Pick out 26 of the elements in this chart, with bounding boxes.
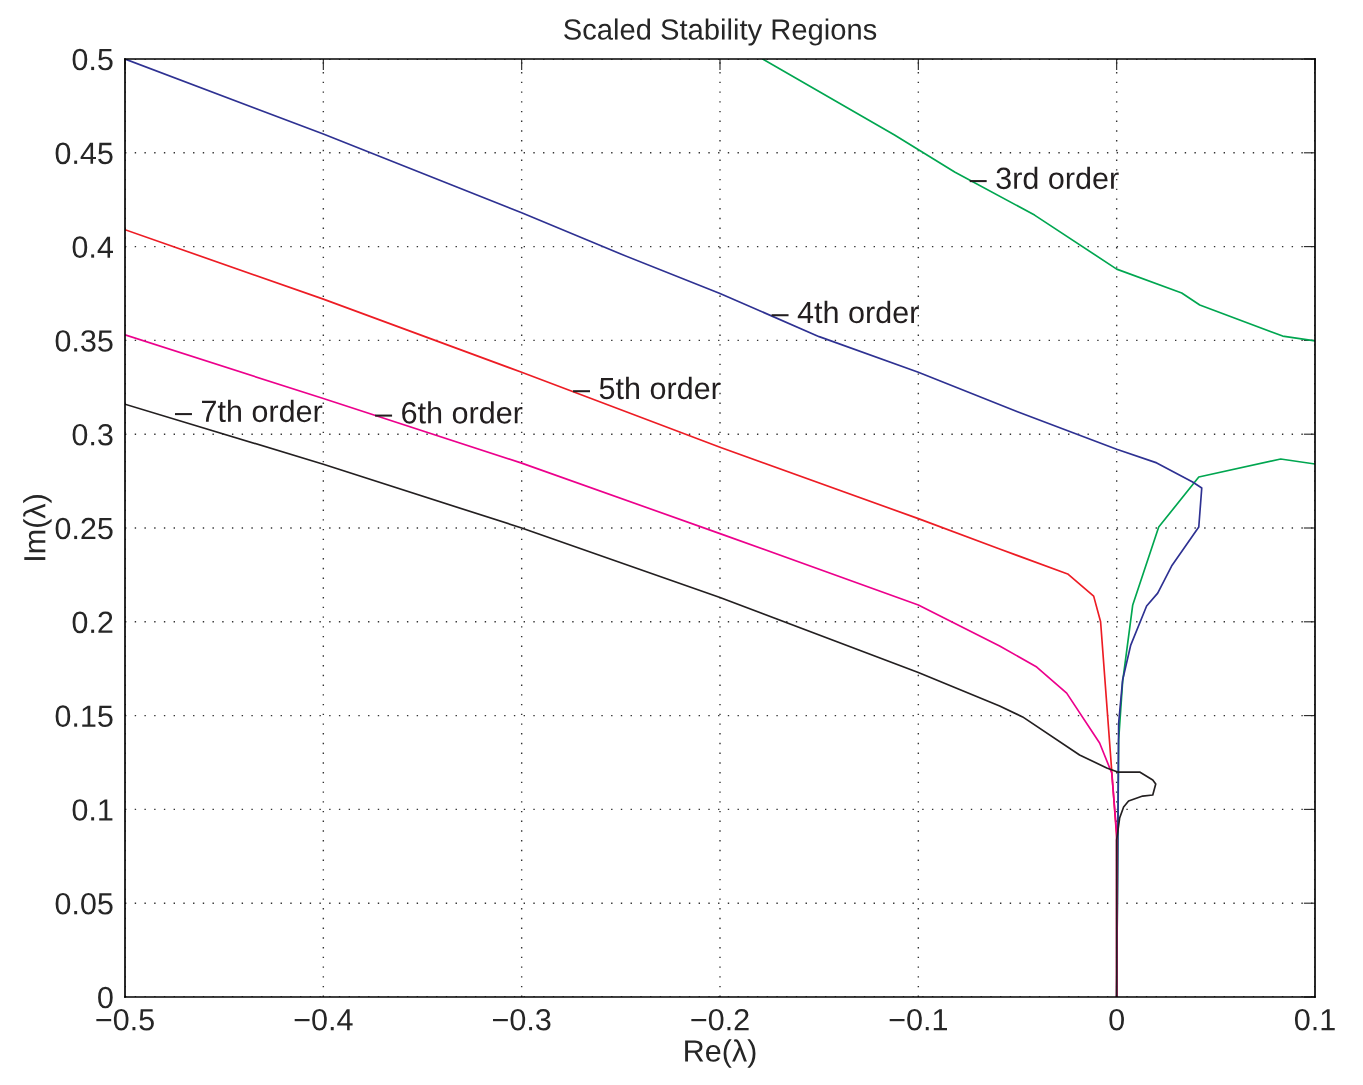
y-tick-label: 0 (98, 986, 113, 1009)
annotation: – 4th order (771, 300, 919, 324)
annotation: – 6th order (375, 401, 523, 424)
y-axis-title: Im(λ) (23, 495, 52, 560)
x-axis-title: Re(λ) (685, 1039, 756, 1068)
y-tick-label: 0.3 (72, 423, 113, 446)
y-tick-label: 0.05 (55, 892, 113, 915)
annotation: – 5th order (573, 376, 721, 400)
y-tick-label: 0.45 (55, 142, 113, 165)
y-tick-label: 0.35 (55, 330, 113, 352)
y-tick-label: 0.5 (72, 48, 113, 71)
x-tick-label: −0.2 (691, 1008, 749, 1031)
y-tick-label: 0.25 (55, 517, 113, 540)
annotation: – 7th order (174, 399, 323, 423)
annotation: – 3rd order (969, 166, 1119, 190)
chart-title: Scaled Stability Regions (564, 18, 877, 46)
x-tick-label: −0.3 (493, 1008, 551, 1031)
x-tick-label: −0.4 (294, 1008, 353, 1031)
x-tick-label: −0.1 (889, 1008, 947, 1031)
y-tick-label: 0.1 (72, 799, 113, 821)
x-tick-label: 0 (1109, 1008, 1124, 1031)
y-tick-label: 0.2 (72, 611, 113, 634)
y-tick-label: 0.4 (72, 236, 113, 258)
y-tick-label: 0.15 (55, 705, 113, 727)
x-tick-label: −0.5 (96, 1008, 154, 1031)
x-tick-label: 0.1 (1294, 1008, 1335, 1031)
